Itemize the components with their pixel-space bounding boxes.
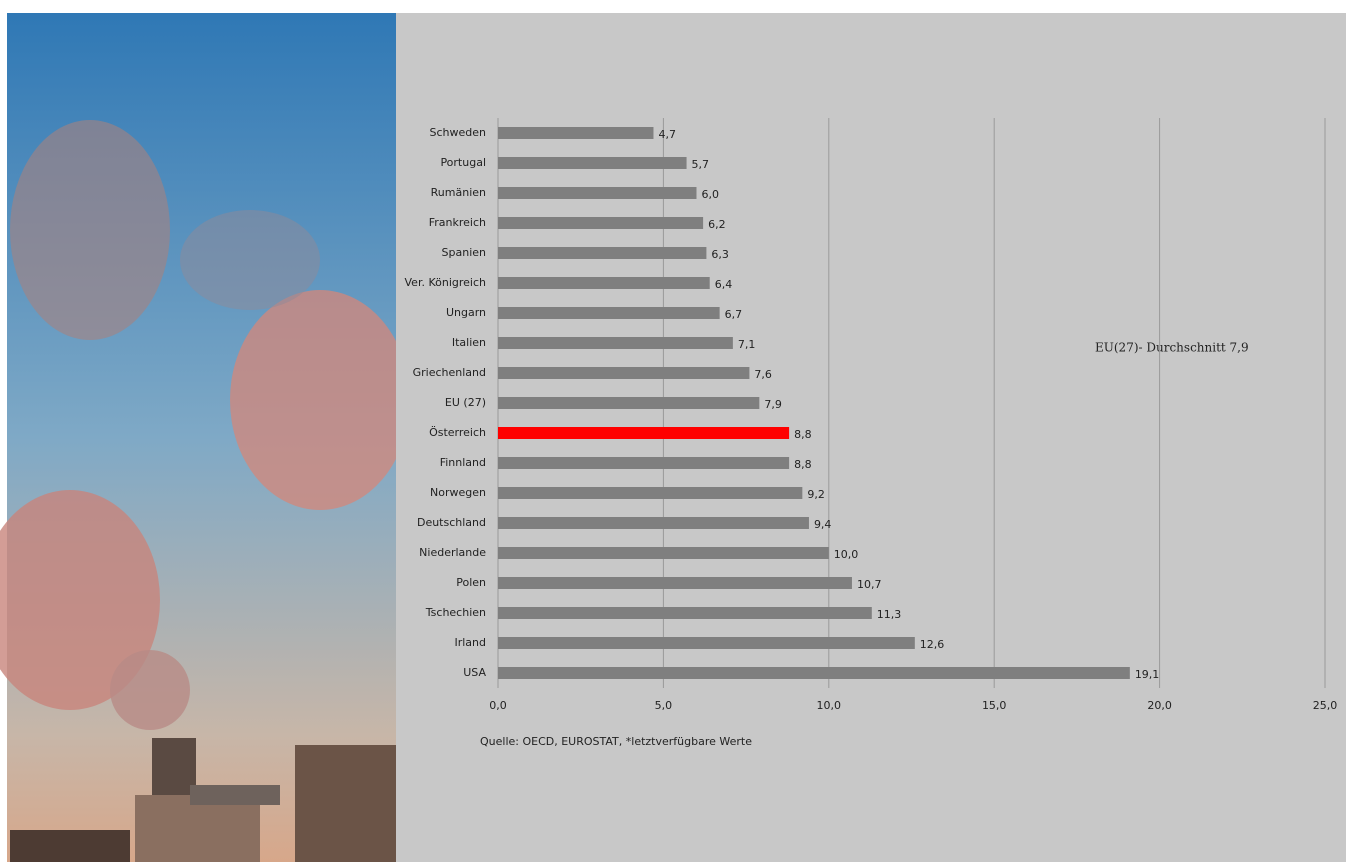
y-tick-label: Niederlande xyxy=(419,546,486,559)
x-tick-label: 10,0 xyxy=(817,699,842,712)
value-label: 6,7 xyxy=(725,308,743,321)
y-tick-label: Spanien xyxy=(442,246,487,259)
x-tick-label: 0,0 xyxy=(489,699,507,712)
bar xyxy=(498,367,750,379)
y-tick-label: Österreich xyxy=(429,426,486,439)
y-tick-label: Tschechien xyxy=(425,606,486,619)
y-tick-label: Finnland xyxy=(440,456,486,469)
value-label: 6,4 xyxy=(715,278,733,291)
y-tick-label: Schweden xyxy=(430,126,487,139)
y-tick-label: Griechenland xyxy=(413,366,486,379)
y-tick-label: Norwegen xyxy=(430,486,486,499)
bar xyxy=(498,577,852,589)
bar xyxy=(498,607,872,619)
bar xyxy=(498,667,1130,679)
bar xyxy=(498,547,829,559)
source: Quelle: OECD, EUROSTAT, *letztverfügbare… xyxy=(480,735,752,748)
value-label: 7,9 xyxy=(764,398,782,411)
value-label: 10,7 xyxy=(857,578,882,591)
value-label: 12,6 xyxy=(920,638,945,651)
bar xyxy=(498,487,803,499)
bar xyxy=(498,637,915,649)
bar xyxy=(498,247,707,259)
y-tick-label: Italien xyxy=(452,336,486,349)
y-tick-label: Polen xyxy=(456,576,486,589)
bar xyxy=(498,157,687,169)
x-tick-label: 25,0 xyxy=(1313,699,1338,712)
bar xyxy=(498,307,720,319)
y-tick-label: EU (27) xyxy=(445,396,486,409)
x-tick-label: 5,0 xyxy=(655,699,673,712)
bar xyxy=(498,187,697,199)
value-label: 7,6 xyxy=(754,368,772,381)
annotation: EU(27)- Durchschnitt 7,9 xyxy=(1095,341,1249,355)
bar xyxy=(498,127,654,139)
y-tick-label: Deutschland xyxy=(417,516,486,529)
value-label: 19,1 xyxy=(1135,668,1160,681)
value-label: 8,8 xyxy=(794,428,812,441)
value-label: 4,7 xyxy=(658,128,676,141)
bar xyxy=(498,427,790,439)
x-tick-label: 15,0 xyxy=(982,699,1007,712)
bar xyxy=(498,217,704,229)
bar xyxy=(498,517,809,529)
photo xyxy=(0,13,410,862)
y-tick-label: Ver. Königreich xyxy=(405,276,487,289)
value-label: 10,0 xyxy=(834,548,859,561)
value-label: 7,1 xyxy=(738,338,756,351)
y-tick-label: Frankreich xyxy=(429,216,486,229)
bar xyxy=(498,397,760,409)
bar xyxy=(498,457,790,469)
value-label: 9,4 xyxy=(814,518,832,531)
value-label: 5,7 xyxy=(692,158,710,171)
bar xyxy=(498,277,710,289)
y-tick-label: Rumänien xyxy=(431,186,486,199)
bar xyxy=(498,337,733,349)
y-tick-label: USA xyxy=(463,666,486,679)
value-label: 8,8 xyxy=(794,458,812,471)
y-tick-label: Portugal xyxy=(440,156,486,169)
x-tick-label: 20,0 xyxy=(1147,699,1172,712)
value-label: 6,0 xyxy=(701,188,719,201)
y-tick-label: Ungarn xyxy=(446,306,486,319)
y-tick-label: Irland xyxy=(454,636,486,649)
value-label: 6,3 xyxy=(711,248,729,261)
value-label: 6,2 xyxy=(708,218,726,231)
value-label: 9,2 xyxy=(807,488,825,501)
value-label: 11,3 xyxy=(877,608,902,621)
